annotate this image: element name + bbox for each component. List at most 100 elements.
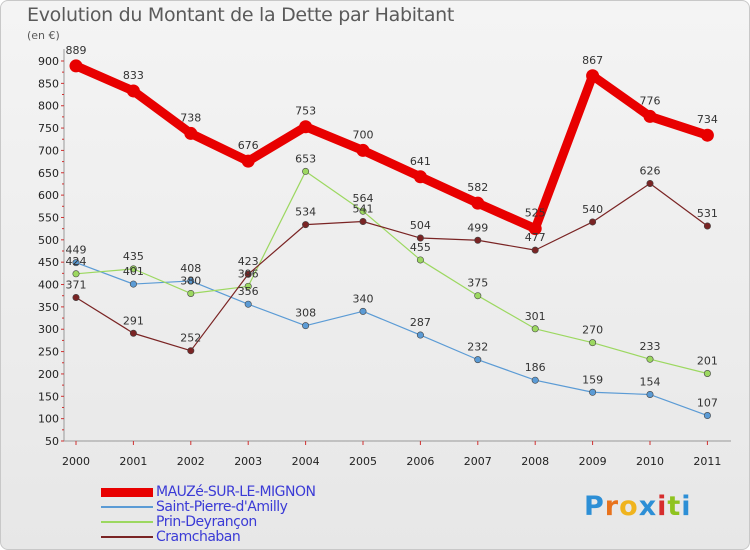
x-tick-label: 2001 [119,455,147,468]
legend-label: Prin-Deyrançon [156,514,257,530]
data-point [416,256,424,264]
data-label: 233 [640,340,661,353]
data-label: 186 [525,361,546,374]
data-label: 449 [66,244,87,257]
data-label: 401 [123,265,144,278]
logo-letter: x [638,491,658,522]
y-tick-label: 50 [45,435,59,448]
data-point [703,412,711,420]
data-point [416,331,424,339]
y-tick-label: 850 [38,77,59,90]
x-tick-label: 2007 [464,455,492,468]
y-tick-label: 600 [38,189,59,202]
y-tick-label: 350 [38,301,59,314]
y-tick-label: 200 [38,368,59,381]
series-line-3 [75,182,709,352]
data-label: 396 [238,267,259,280]
data-point [302,167,310,175]
data-point [589,339,597,347]
data-point [703,369,711,377]
data-point [646,355,654,363]
data-label: 424 [66,255,87,268]
data-label: 653 [295,152,316,165]
chart-unit-label: (en €) [27,29,60,42]
data-point [187,289,195,297]
legend-label: Cramchaban [156,529,241,545]
data-point [359,217,367,225]
data-point [187,277,195,285]
legend-label: MAUZé-SUR-LE-MIGNON [156,484,316,500]
data-label: 308 [295,307,316,320]
x-tick-label: 2004 [292,455,320,468]
y-tick-label: 250 [38,346,59,359]
data-point [643,109,657,123]
data-point [72,270,80,278]
data-point [531,246,539,254]
data-point [413,170,427,184]
data-point [646,391,654,399]
y-tick-label: 700 [38,144,59,157]
data-label: 291 [123,314,144,327]
data-point [703,222,711,230]
data-label: 499 [467,221,488,234]
y-tick-label: 300 [38,323,59,336]
data-label: 435 [123,250,144,263]
data-label: 738 [180,111,201,124]
data-label: 408 [180,262,201,275]
data-label: 534 [295,206,316,219]
logo-letter: t [667,491,682,522]
logo-letter: i [657,491,668,522]
data-label: 867 [582,54,603,67]
data-label: 540 [582,203,603,216]
data-point [241,154,255,168]
legend-swatch [101,506,153,508]
data-point [474,292,482,300]
data-label: 375 [467,277,488,290]
y-tick-label: 150 [38,390,59,403]
data-point [531,376,539,384]
legend-swatch [101,536,153,538]
data-point [359,307,367,315]
data-label: 154 [640,376,661,389]
data-label: 423 [238,255,259,268]
legend-swatch [101,521,153,523]
legend-label: Saint-Pierre-d'Amilly [156,499,288,515]
data-label: 641 [410,155,431,168]
data-label: 380 [180,274,201,287]
x-tick-label: 2009 [579,455,607,468]
data-point [244,282,252,290]
data-point [187,347,195,355]
data-point [586,69,600,83]
data-point [416,234,424,242]
y-tick-label: 750 [38,122,59,135]
data-label: 371 [66,278,87,291]
legend-swatch [101,487,153,497]
data-label: 564 [353,192,374,205]
data-point [184,126,198,140]
data-point [129,329,137,337]
data-point [700,128,714,142]
data-point [244,300,252,308]
data-label: 582 [467,181,488,194]
data-point [244,270,252,278]
data-point [302,221,310,229]
data-point [646,179,654,187]
data-point [299,120,313,134]
data-label: 356 [238,285,259,298]
data-point [528,222,542,236]
series-line-0 [71,61,712,234]
data-label: 107 [697,397,718,410]
data-point [589,388,597,396]
data-point [129,280,137,288]
data-point [129,265,137,273]
x-tick-label: 2006 [406,455,434,468]
data-label: 541 [353,202,374,215]
y-tick-label: 800 [38,100,59,113]
data-point [72,293,80,301]
data-label: 676 [238,139,259,152]
data-label: 287 [410,316,431,329]
data-point [356,143,370,157]
data-label: 734 [697,113,718,126]
logo-letter: r [604,491,620,522]
data-label: 201 [697,354,718,367]
